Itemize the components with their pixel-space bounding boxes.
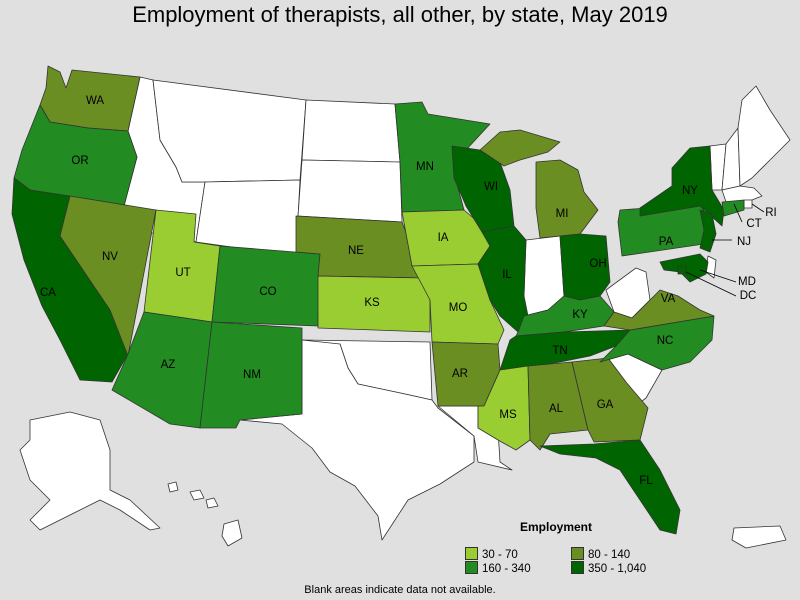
- state-dc[interactable]: [677, 265, 687, 275]
- state-ct[interactable]: [721, 199, 745, 217]
- state-tx[interactable]: [239, 339, 475, 541]
- state-label-dc: DC: [740, 290, 757, 302]
- legend-swatch-3: [465, 561, 478, 574]
- state-label-ca: CA: [40, 287, 56, 299]
- state-nd[interactable]: [301, 99, 401, 163]
- state-label-pa: PA: [659, 236, 674, 248]
- legend-swatch-4: [571, 561, 584, 574]
- state-nj[interactable]: [699, 209, 717, 253]
- state-nm[interactable]: [199, 321, 303, 429]
- state-label-tn: TN: [552, 345, 567, 357]
- state-pr[interactable]: [731, 525, 787, 549]
- state-label-ut: UT: [175, 267, 190, 279]
- legend-item-3: 160 - 340: [465, 561, 531, 575]
- state-label-ks: KS: [364, 297, 380, 309]
- state-label-ms: MS: [499, 409, 517, 421]
- state-label-ar: AR: [452, 368, 468, 380]
- state-ny[interactable]: [639, 145, 725, 227]
- state-mi[interactable]: [479, 129, 599, 239]
- state-label-fl: FL: [639, 475, 653, 487]
- state-or[interactable]: [13, 104, 138, 207]
- state-ak[interactable]: [19, 411, 161, 531]
- legend-label-3: 160 - 340: [482, 563, 531, 575]
- state-label-nj: NJ: [737, 236, 751, 248]
- state-me[interactable]: [737, 85, 791, 187]
- state-label-ri: RI: [765, 207, 777, 219]
- state-hi-1[interactable]: [167, 481, 179, 493]
- legend-label-4: 350 - 1,040: [588, 563, 647, 575]
- legend-label-2: 80 - 140: [588, 549, 631, 561]
- state-ks[interactable]: [317, 275, 431, 333]
- legend-swatch-2: [571, 547, 584, 560]
- state-fl[interactable]: [539, 439, 681, 535]
- legend-label-1: 30 - 70: [482, 549, 518, 561]
- state-label-ne: NE: [348, 245, 364, 257]
- state-nh[interactable]: [721, 127, 741, 191]
- state-ms[interactable]: [477, 365, 531, 451]
- state-label-mn: MN: [416, 161, 434, 173]
- state-label-wi: WI: [484, 181, 498, 193]
- state-nv[interactable]: [59, 195, 157, 357]
- state-label-ny: NY: [682, 185, 698, 197]
- state-label-ky: KY: [572, 309, 588, 321]
- state-label-az: AZ: [161, 359, 176, 371]
- state-label-ga: GA: [597, 399, 614, 411]
- state-label-co: CO: [259, 286, 276, 298]
- map-title: Employment of therapists, all other, by …: [132, 2, 668, 27]
- state-ma[interactable]: [721, 185, 763, 203]
- state-ga[interactable]: [571, 357, 649, 443]
- state-label-wa: WA: [86, 95, 104, 107]
- state-label-nv: NV: [102, 251, 118, 263]
- state-label-ct: CT: [746, 218, 761, 230]
- state-label-or: OR: [71, 155, 88, 167]
- state-hi-2[interactable]: [189, 489, 205, 501]
- legend-swatch-1: [465, 547, 478, 560]
- state-hi-3[interactable]: [205, 497, 219, 509]
- leader-lines: [685, 203, 765, 297]
- state-label-oh: OH: [589, 258, 606, 270]
- state-label-nc: NC: [657, 335, 674, 347]
- state-label-va: VA: [661, 293, 676, 305]
- state-label-mi: MI: [556, 208, 569, 220]
- state-label-mo: MO: [449, 302, 468, 314]
- state-hi-4[interactable]: [221, 519, 243, 547]
- legend-title: Employment: [520, 520, 593, 534]
- state-label-il: IL: [502, 269, 512, 281]
- state-label-md: MD: [738, 276, 756, 288]
- state-sd[interactable]: [297, 159, 403, 223]
- state-mt[interactable]: [152, 79, 307, 183]
- footnote: Blank areas indicate data not available.: [304, 584, 496, 596]
- state-va[interactable]: [603, 289, 715, 331]
- state-label-al: AL: [549, 403, 564, 415]
- legend-item-4: 350 - 1,040: [571, 561, 646, 575]
- state-label-nm: NM: [243, 369, 261, 381]
- legend-item-1: 30 - 70: [465, 547, 518, 561]
- legend-item-2: 80 - 140: [571, 547, 630, 561]
- state-ri[interactable]: [743, 199, 753, 209]
- state-label-ia: IA: [438, 232, 449, 244]
